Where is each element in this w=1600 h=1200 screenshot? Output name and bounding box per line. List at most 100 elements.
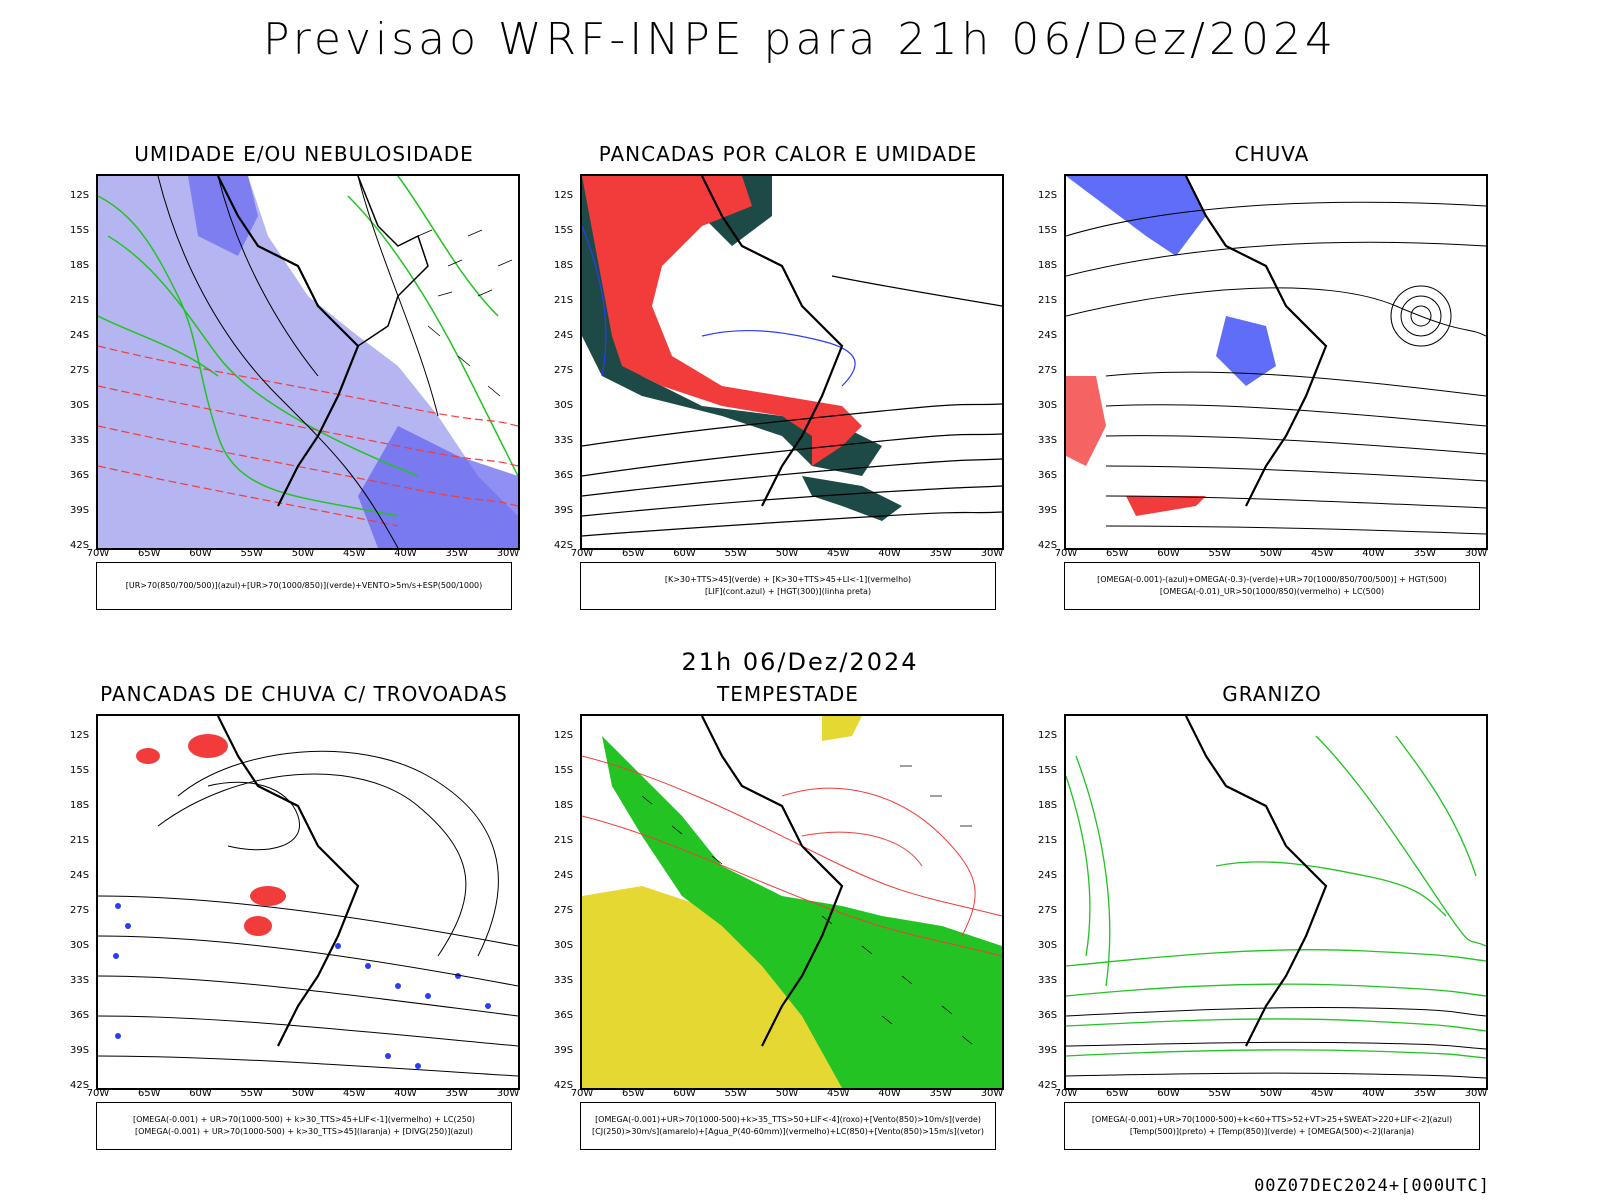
red-omega-area-west [1066, 376, 1106, 466]
lat-tick-label: 21S [1038, 835, 1058, 846]
lat-tick-label: 15S [554, 765, 574, 776]
lat-tick-label: 39S [70, 1045, 90, 1056]
red-k-tts-li-area [582, 176, 862, 466]
legend-line: [UR>70(850/700/500)](azul)+[UR>70(1000/8… [125, 581, 483, 590]
lat-tick-label: 33S [1038, 975, 1058, 986]
panel-title: CHUVA [1234, 142, 1310, 166]
map-canvas [582, 176, 1002, 537]
temp-850-contours [1066, 735, 1486, 1059]
borders [1185, 176, 1328, 507]
map-canvas [1066, 716, 1486, 1079]
lon-tick-label: 60W [1157, 1088, 1180, 1099]
lat-tick-label: 36S [554, 470, 574, 481]
lat-tick-label: 36S [70, 470, 90, 481]
lon-tick-label: 60W [189, 1088, 212, 1099]
lon-tick-label: 45W [1310, 548, 1334, 559]
legend-line: [K>30+TTS>45](verde) + [K>30+TTS>45+LI<-… [664, 575, 912, 584]
lat-tick-label: 24S [70, 330, 90, 341]
lat-tick-label: 21S [70, 295, 90, 306]
lat-tick-label: 42S [1038, 1080, 1058, 1091]
lat-tick-label: 15S [70, 225, 90, 236]
lat-tick-label: 39S [554, 505, 574, 516]
lat-tick-label: 24S [1038, 870, 1058, 881]
lon-tick-label: 45W [826, 1088, 850, 1099]
lat-tick-label: 42S [554, 1080, 574, 1091]
lat-tick-label: 33S [1038, 435, 1058, 446]
red-omega-area [1126, 496, 1206, 516]
lon-tick-label: 70W [86, 548, 110, 559]
lat-tick-label: 27S [554, 365, 574, 376]
lat-tick-label: 27S [1038, 365, 1058, 376]
lat-tick-label: 42S [1038, 540, 1058, 551]
lat-tick-label: 36S [1038, 1010, 1058, 1021]
lon-tick-label: 35W [445, 1088, 469, 1099]
map-chuva [1064, 174, 1488, 550]
map-canvas [582, 716, 1002, 1088]
blue-omega-area-south [1216, 316, 1276, 386]
lat-tick-label: 39S [1038, 1045, 1058, 1056]
borders [217, 716, 360, 1047]
lat-tick-label: 42S [70, 540, 90, 551]
map-canvas [1066, 176, 1486, 535]
blue-omega-area [1066, 176, 1206, 256]
panel-title: PANCADAS DE CHUVA C/ TROVOADAS [100, 682, 508, 706]
lat-tick-label: 12S [70, 190, 90, 201]
lon-tick-label: 50W [291, 1088, 315, 1099]
map-canvas [98, 176, 518, 548]
hgt-500-streamlines [1066, 201, 1486, 535]
lat-tick-label: 39S [70, 505, 90, 516]
lon-tick-label: 60W [1157, 548, 1180, 559]
panel-title: GRANIZO [1222, 682, 1322, 706]
legend: [K>30+TTS>45](verde) + [K>30+TTS>45+LI<-… [580, 562, 996, 610]
bottom-row-timestamp: 21h 06/Dez/2024 [681, 648, 919, 676]
lat-tick-label: 30S [1038, 940, 1058, 951]
lon-tick-label: 65W [621, 1088, 645, 1099]
coastline [357, 176, 429, 347]
lat-tick-label: 30S [554, 400, 574, 411]
map-umidade [96, 174, 520, 550]
lon-tick-label: 45W [342, 548, 366, 559]
page-title: Previsao WRF-INPE para 21h 06/Dez/2024 [263, 14, 1337, 65]
lat-tick-label: 15S [554, 225, 574, 236]
lon-tick-label: 40W [878, 1088, 901, 1099]
legend-line: [OMEGA(-0.001) + UR>70(1000-500) + k>30_… [134, 1127, 474, 1136]
legend: [UR>70(850/700/500)](azul)+[UR>70(1000/8… [96, 562, 512, 610]
lon-tick-label: 55W [240, 548, 264, 559]
lon-tick-label: 70W [570, 548, 594, 559]
yellow-jet-north [822, 716, 862, 741]
lon-tick-label: 45W [1310, 1088, 1334, 1099]
lon-tick-label: 50W [775, 1088, 799, 1099]
humidity-south-area [358, 426, 518, 548]
lon-tick-label: 60W [673, 1088, 696, 1099]
lon-tick-label: 30W [980, 548, 1004, 559]
lon-tick-label: 40W [878, 548, 901, 559]
lon-tick-label: 30W [496, 548, 520, 559]
legend: [OMEGA(-0.001)-(azul)+OMEGA(-0.3)-(verde… [1064, 562, 1480, 610]
lon-tick-label: 65W [137, 548, 161, 559]
lon-tick-label: 45W [342, 1088, 366, 1099]
panel-title: UMIDADE E/OU NEBULOSIDADE [134, 142, 474, 166]
lon-tick-label: 35W [445, 548, 469, 559]
lat-tick-label: 15S [70, 765, 90, 776]
lon-tick-label: 50W [291, 548, 315, 559]
green-patch [802, 476, 902, 521]
lat-tick-label: 33S [554, 975, 574, 986]
lat-tick-label: 27S [554, 905, 574, 916]
lat-tick-label: 30S [70, 400, 90, 411]
green-contours [98, 176, 518, 517]
lat-tick-label: 21S [554, 295, 574, 306]
lat-tick-label: 39S [1038, 505, 1058, 516]
panel-tempestade: TEMPESTADE [OMEGA(-0.001)+UR>70(1000-500… [554, 682, 1008, 1162]
lon-tick-label: 65W [1105, 548, 1129, 559]
panel-granizo: GRANIZO [OMEGA(-0.001)+UR>70 [1038, 682, 1492, 1162]
map-canvas [98, 716, 518, 1077]
lc-250-streamlines [98, 750, 518, 1077]
lon-tick-label: 70W [86, 1088, 110, 1099]
lon-tick-label: 35W [929, 548, 953, 559]
green-wind-area [602, 736, 1002, 1088]
lon-tick-label: 60W [189, 548, 212, 559]
lon-tick-label: 65W [621, 548, 645, 559]
panel-chuva: CHUVA [OMEGA(- [1038, 142, 1492, 622]
lat-tick-label: 30S [70, 940, 90, 951]
lif-contours [582, 225, 856, 387]
